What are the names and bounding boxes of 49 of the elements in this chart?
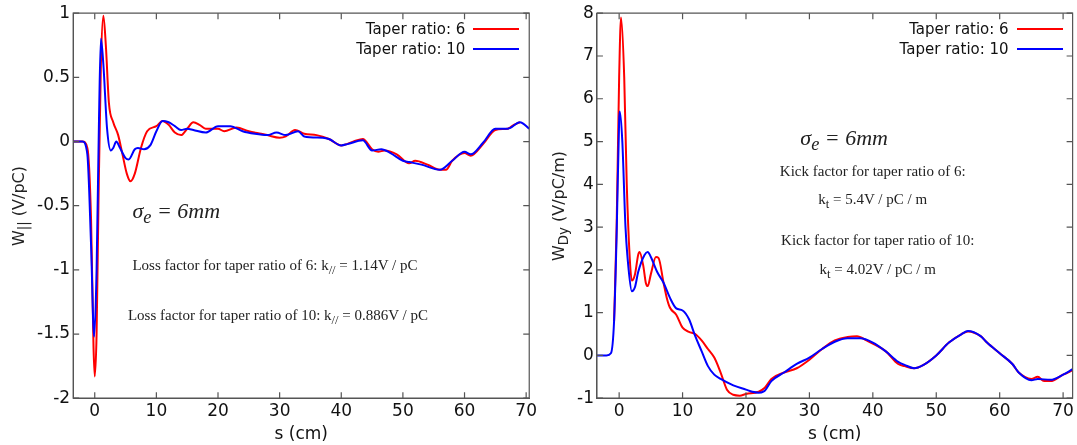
x-tick-label: 70 xyxy=(515,399,537,420)
x-tick-label: 10 xyxy=(671,399,694,420)
x-tick-label: 70 xyxy=(1052,399,1074,420)
y-tick-label: -1 xyxy=(577,386,594,407)
x-tick-label: 40 xyxy=(862,399,884,420)
x-tick-label: 10 xyxy=(145,399,168,420)
x-axis-title: s (cm) xyxy=(808,423,862,444)
y-tick-label: 0.5 xyxy=(43,65,71,86)
y-tick-label: 0 xyxy=(583,343,594,364)
annotation: Kick factor for taper ratio of 10: xyxy=(781,231,975,249)
y-tick-label: -1 xyxy=(53,258,71,279)
y-tick-label: 3 xyxy=(583,215,594,236)
legend-label: Taper ratio: 6 xyxy=(909,20,1009,39)
y-tick-label: 8 xyxy=(583,1,594,22)
y-tick-label: 6 xyxy=(583,87,594,108)
legend-label: Taper ratio: 6 xyxy=(365,20,466,39)
x-tick-label: 20 xyxy=(207,399,229,420)
line-series xyxy=(596,110,1073,394)
y-tick-label: 1 xyxy=(583,301,594,322)
x-axis-title: s (cm) xyxy=(274,423,328,444)
y-tick-label: 1 xyxy=(59,1,71,22)
x-tick-label: 0 xyxy=(613,399,625,420)
legend-label: Taper ratio: 10 xyxy=(899,40,1009,59)
annotation: Loss factor for taper ratio of 10: k$_{//}$ = 0.886V / pC xyxy=(127,306,428,328)
x-tick-label: 40 xyxy=(330,399,353,420)
x-tick-label: 30 xyxy=(798,399,821,420)
y-tick-label: 4 xyxy=(583,172,594,193)
annotation: k$_{t}$ = 4.02V / pC / m xyxy=(819,260,936,282)
annotation: Loss factor for taper ratio of 6: k$_{//}$ = 1.14V / pC xyxy=(132,256,418,278)
y-tick-label: -0.5 xyxy=(37,194,71,215)
y-tick-label: 2 xyxy=(583,258,594,279)
x-tick-label: 50 xyxy=(925,399,948,420)
y-tick-label: -1.5 xyxy=(37,322,71,343)
annotation: Kick factor for taper ratio of 6: xyxy=(779,162,966,180)
y-tick-label: 7 xyxy=(583,44,594,65)
line-series xyxy=(73,37,530,338)
annotation: k$_{t}$ = 5.4V / pC / m xyxy=(818,191,928,213)
x-tick-label: 50 xyxy=(392,399,414,420)
legend-label: Taper ratio: 10 xyxy=(356,40,466,59)
y-tick-label: -2 xyxy=(53,386,71,407)
x-tick-label: 60 xyxy=(453,399,476,420)
annotation: σ$_{e}$ = 6mm xyxy=(132,198,221,229)
y-tick-label: 0 xyxy=(59,129,71,150)
x-tick-label: 0 xyxy=(89,399,101,420)
y-tick-label: 5 xyxy=(583,129,594,150)
x-tick-label: 30 xyxy=(268,399,291,420)
x-tick-label: 60 xyxy=(988,399,1011,420)
annotation: σ$_{e}$ = 6mm xyxy=(800,125,888,156)
x-tick-label: 20 xyxy=(735,399,757,420)
